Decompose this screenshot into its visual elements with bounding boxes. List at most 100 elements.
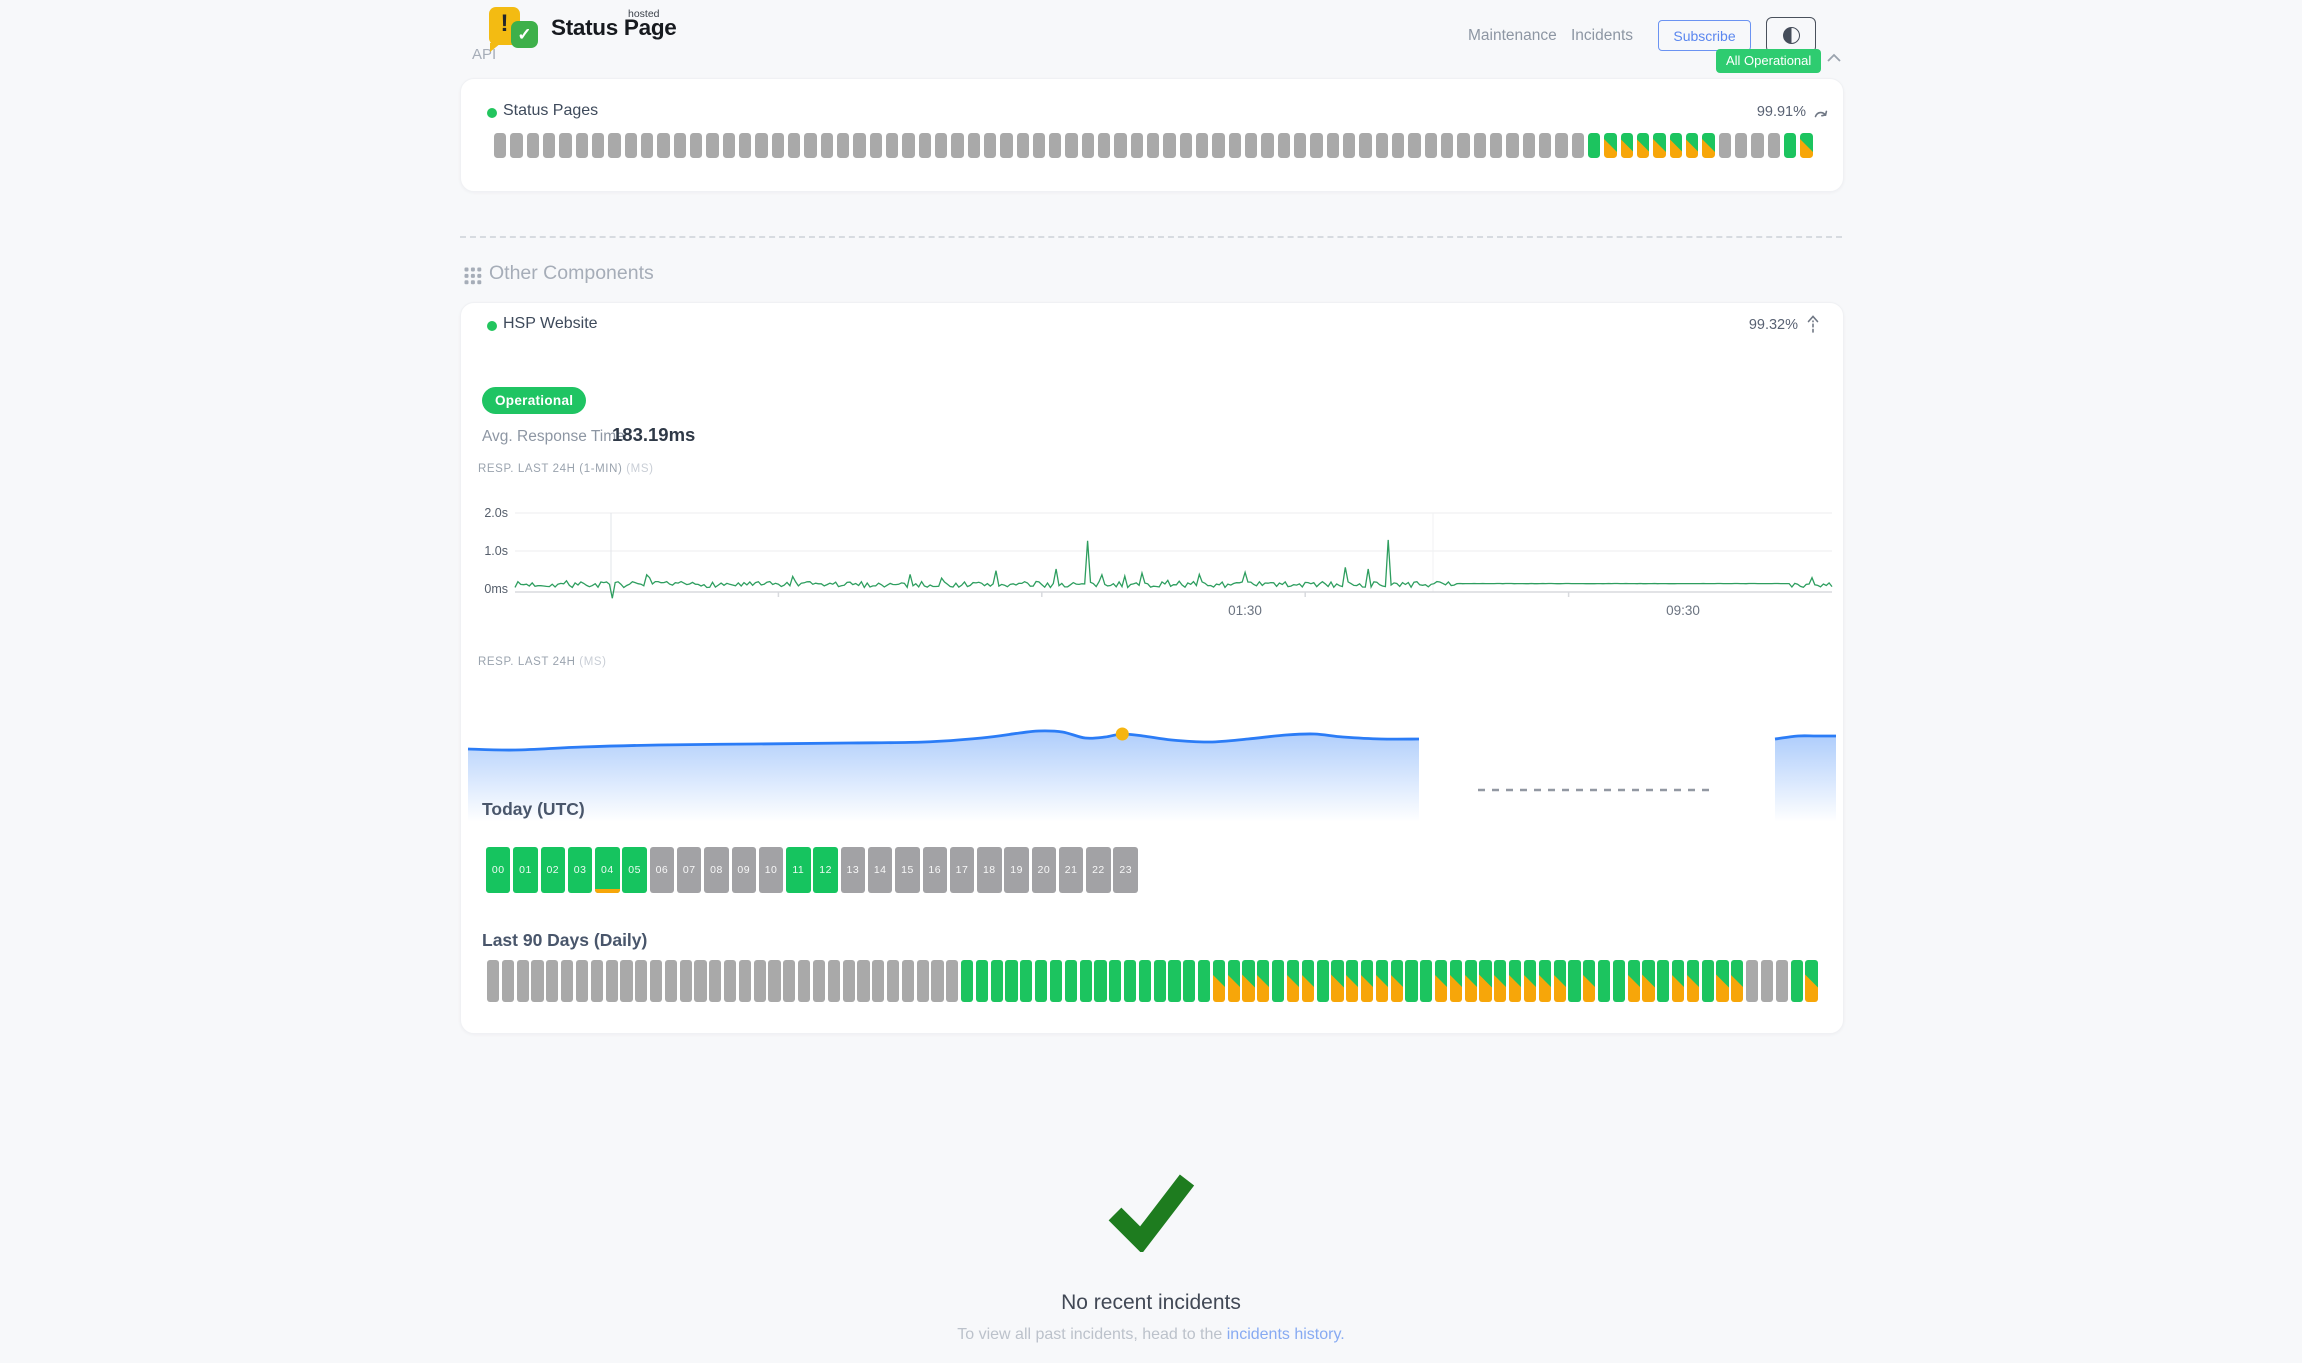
hour-block-04: 04 xyxy=(595,847,621,893)
uptime-bar xyxy=(575,133,588,158)
uptime-bar xyxy=(1098,133,1111,158)
uptime-bar xyxy=(559,133,572,158)
daily-uptime-bar xyxy=(1568,960,1581,1002)
daily-uptime-bar xyxy=(1138,960,1151,1002)
uptime-bar xyxy=(1473,133,1487,158)
chart1-svg xyxy=(514,512,1833,599)
uptime-bar xyxy=(1457,133,1470,158)
chart2-marker-dot xyxy=(1115,727,1129,741)
uptime-bar xyxy=(1490,133,1503,158)
daily-uptime-bar xyxy=(516,960,529,1002)
uptime-bar xyxy=(542,133,556,158)
daily-uptime-bar xyxy=(1509,960,1522,1002)
hour-block-20: 20 xyxy=(1031,847,1057,893)
nav-maintenance[interactable]: Maintenance xyxy=(1468,27,1557,44)
daily-uptime-bar xyxy=(1301,960,1314,1002)
uptime-bar xyxy=(738,133,752,158)
daily-uptime-bar xyxy=(1390,960,1403,1002)
uptime-percentage: 99.91% xyxy=(1756,104,1806,120)
daily-uptime-bar xyxy=(1049,960,1063,1002)
uptime-bar xyxy=(1375,133,1389,158)
nav-incidents[interactable]: Incidents xyxy=(1571,27,1634,44)
uptime-bar xyxy=(657,133,670,158)
uptime-bar xyxy=(1228,133,1242,158)
uptime-bar xyxy=(1685,133,1699,158)
big-checkmark-icon xyxy=(1108,1174,1195,1252)
daily-uptime-bar xyxy=(1746,960,1759,1002)
uptime-bar xyxy=(1261,133,1274,158)
overall-status-badge[interactable]: All Operational xyxy=(1716,49,1822,73)
daily-uptime-bar xyxy=(916,960,929,1002)
uptime-bar xyxy=(624,133,637,158)
daily-uptime-bar xyxy=(975,960,989,1002)
uptime-bar xyxy=(640,133,654,158)
subscribe-button[interactable]: Subscribe xyxy=(1658,20,1751,51)
x-tick-0130: 01:30 xyxy=(1228,603,1262,618)
daily-uptime-bar xyxy=(1331,960,1344,1002)
brand-name[interactable]: Status Page xyxy=(551,15,677,40)
daily-uptime-bar xyxy=(1494,960,1507,1002)
hour-block-10: 10 xyxy=(758,847,784,893)
uptime-bar xyxy=(853,133,866,158)
component-name-hsp-website[interactable]: HSP Website xyxy=(503,315,598,332)
uptime-bar xyxy=(983,133,997,158)
daily-uptime-bar xyxy=(1597,960,1611,1002)
y-tick-2s: 2.0s xyxy=(484,506,508,520)
uptime-bar xyxy=(918,133,931,158)
component-name-status-pages[interactable]: Status Pages xyxy=(503,102,599,119)
hour-block-13: 13 xyxy=(840,847,866,893)
daily-uptime-bar xyxy=(783,960,796,1002)
uptime-bar xyxy=(1016,133,1029,158)
daily-uptime-bar xyxy=(1123,960,1137,1002)
daily-uptime-bar xyxy=(561,960,574,1002)
hour-block-11: 11 xyxy=(786,847,811,893)
daily-uptime-bar xyxy=(605,960,618,1002)
uptime-bar xyxy=(755,133,768,158)
hour-block-07: 07 xyxy=(676,847,702,893)
logo-checkmark: ✓ xyxy=(517,25,532,44)
y-tick-0ms: 0ms xyxy=(484,582,508,596)
hour-block-18: 18 xyxy=(977,847,1002,893)
uptime-bar xyxy=(1065,133,1078,158)
daily-uptime-bar xyxy=(1627,960,1640,1002)
trend-refresh-icon[interactable] xyxy=(1814,107,1830,121)
daily-uptime-bar xyxy=(1375,960,1388,1002)
hour-block-03: 03 xyxy=(567,847,593,893)
hour-block-17: 17 xyxy=(949,847,975,893)
uptime-bar xyxy=(689,133,703,158)
grid-icon xyxy=(464,267,482,285)
chevron-up-icon[interactable] xyxy=(1826,53,1842,63)
hour-block-12: 12 xyxy=(813,847,838,893)
daily-uptime-bar xyxy=(1198,960,1211,1002)
daily-uptime-bar xyxy=(1094,960,1107,1002)
daily-uptime-bar xyxy=(1790,960,1803,1002)
daily-uptime-bar xyxy=(1286,960,1300,1002)
hour-block-06: 06 xyxy=(649,847,675,893)
chart2-unit: (MS) xyxy=(579,656,607,668)
chart1-title: RESP. LAST 24H (1-MIN) (MS) xyxy=(478,463,654,475)
daily-uptime-bars xyxy=(487,960,1818,1002)
theme-toggle-button[interactable] xyxy=(1766,17,1816,53)
hour-block-09: 09 xyxy=(731,847,757,893)
daily-uptime-bar xyxy=(1212,960,1226,1002)
uptime-bar xyxy=(1783,133,1797,158)
logo-exclamation: ! xyxy=(500,10,509,37)
hour-block-23: 23 xyxy=(1113,847,1138,893)
logo-check-icon[interactable]: ✓ xyxy=(511,21,538,48)
collapse-arrow-icon[interactable] xyxy=(1806,313,1820,333)
daily-uptime-bar xyxy=(1612,960,1625,1002)
incidents-history-link[interactable]: incidents history. xyxy=(1226,1326,1345,1343)
daily-uptime-bar xyxy=(1109,960,1122,1002)
uptime-bar xyxy=(1343,133,1356,158)
status-dot xyxy=(487,321,497,331)
chart2-svg xyxy=(467,727,1836,822)
uptime-bar xyxy=(836,133,850,158)
daily-uptime-bar xyxy=(501,960,515,1002)
daily-uptime-bar xyxy=(1553,960,1566,1002)
daily-uptime-bar xyxy=(1005,960,1018,1002)
uptime-bar xyxy=(771,133,784,158)
daily-uptime-bar xyxy=(1242,960,1255,1002)
daily-uptime-bar xyxy=(812,960,826,1002)
daily-uptime-bar xyxy=(1716,960,1729,1002)
